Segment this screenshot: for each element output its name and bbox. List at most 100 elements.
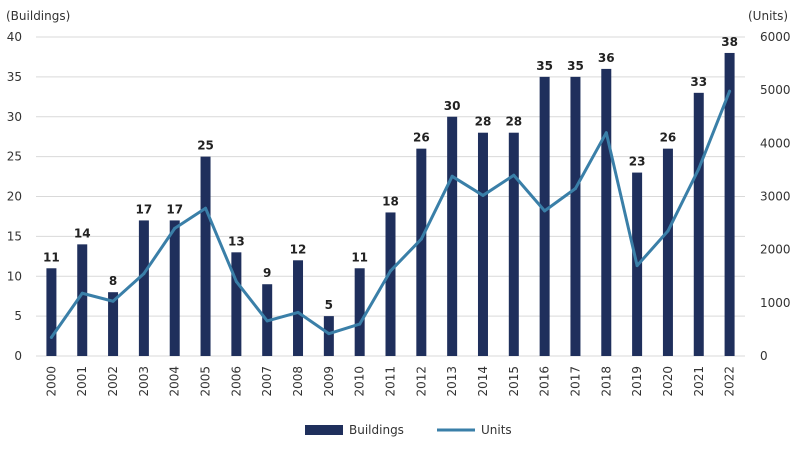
point-units-2010 xyxy=(358,322,362,326)
x-tick-label-2022: 2022 xyxy=(723,366,737,397)
data-label-buildings-2022: 38 xyxy=(721,35,738,49)
left-tick-label: 10 xyxy=(7,269,22,283)
x-tick-label-2020: 2020 xyxy=(661,366,675,397)
point-units-2022 xyxy=(728,89,732,93)
legend-label-units: Units xyxy=(481,423,512,437)
x-tick-label-2002: 2002 xyxy=(106,366,120,397)
data-label-buildings-2005: 25 xyxy=(197,139,214,153)
data-label-buildings-2021: 33 xyxy=(690,75,707,89)
point-units-2009 xyxy=(327,332,331,336)
x-tick-label-2016: 2016 xyxy=(538,366,552,397)
point-units-2003 xyxy=(142,272,146,276)
legend-swatch-buildings xyxy=(305,425,343,435)
left-tick-label: 30 xyxy=(7,110,22,124)
x-tick-label-2017: 2017 xyxy=(568,366,582,397)
left-axis-label: (Buildings) xyxy=(6,9,70,23)
data-label-buildings-2018: 36 xyxy=(598,51,615,65)
point-units-2019 xyxy=(635,264,639,268)
right-tick-label: 3000 xyxy=(760,190,791,204)
point-units-2021 xyxy=(697,167,701,171)
bar-buildings-2018 xyxy=(601,68,612,357)
x-tick-label-2011: 2011 xyxy=(384,366,398,397)
point-units-2008 xyxy=(296,310,300,314)
point-units-2016 xyxy=(543,209,547,213)
x-tick-label-2019: 2019 xyxy=(630,366,644,397)
data-label-buildings-2020: 26 xyxy=(660,131,677,145)
data-label-buildings-2015: 28 xyxy=(505,115,522,129)
bar-buildings-2003 xyxy=(138,220,149,356)
bar-buildings-2021 xyxy=(693,92,704,356)
bar-buildings-2015 xyxy=(508,132,519,356)
bar-buildings-2020 xyxy=(662,148,673,356)
x-tick-label-2010: 2010 xyxy=(353,366,367,397)
point-units-2014 xyxy=(481,193,485,197)
x-tick-label-2000: 2000 xyxy=(44,366,58,397)
x-tick-label-2015: 2015 xyxy=(507,366,521,397)
right-tick-label: 5000 xyxy=(760,83,791,97)
point-units-2018 xyxy=(604,131,608,135)
bar-buildings-2000 xyxy=(46,268,57,356)
x-tick-label-2003: 2003 xyxy=(137,366,151,397)
bar-buildings-2011 xyxy=(385,212,396,356)
data-label-buildings-2013: 30 xyxy=(444,99,461,113)
x-tick-label-2006: 2006 xyxy=(229,366,243,397)
point-units-2007 xyxy=(265,319,269,323)
point-units-2004 xyxy=(173,226,177,230)
right-tick-label: 6000 xyxy=(760,30,791,44)
point-units-2000 xyxy=(49,335,53,339)
bar-buildings-2004 xyxy=(169,220,180,356)
left-tick-label: 5 xyxy=(14,309,22,323)
point-units-2015 xyxy=(512,173,516,177)
bar-buildings-2016 xyxy=(539,76,550,356)
x-tick-label-2004: 2004 xyxy=(168,366,182,397)
point-units-2011 xyxy=(389,269,392,273)
data-label-buildings-2008: 12 xyxy=(290,242,307,256)
point-units-2005 xyxy=(204,206,208,210)
bar-buildings-2008 xyxy=(293,260,304,356)
x-tick-label-2008: 2008 xyxy=(291,366,305,397)
grid-layer xyxy=(36,36,745,357)
bar-buildings-2006 xyxy=(231,252,242,356)
data-label-buildings-2003: 17 xyxy=(136,202,153,216)
data-label-buildings-2002: 8 xyxy=(109,274,117,288)
data-label-buildings-2000: 11 xyxy=(43,250,60,264)
data-label-buildings-2017: 35 xyxy=(567,59,584,73)
line-layer xyxy=(49,89,732,339)
right-tick-label: 4000 xyxy=(760,136,791,150)
x-tick-label-2009: 2009 xyxy=(322,366,336,397)
x-tick-label-2012: 2012 xyxy=(414,366,428,397)
right-tick-label: 0 xyxy=(760,349,768,363)
data-label-buildings-2006: 13 xyxy=(228,234,245,248)
point-units-2006 xyxy=(234,280,238,284)
data-label-buildings-2010: 11 xyxy=(351,250,368,264)
x-tick-label-2021: 2021 xyxy=(692,366,706,397)
x-tick-label-2013: 2013 xyxy=(445,366,459,397)
left-tick-label: 35 xyxy=(7,70,22,84)
bar-buildings-2009 xyxy=(323,316,334,356)
right-axis-label: (Units) xyxy=(748,9,788,23)
bar-buildings-2002 xyxy=(108,292,119,356)
point-units-2013 xyxy=(450,174,454,178)
left-tick-label: 0 xyxy=(14,349,22,363)
data-label-buildings-2007: 9 xyxy=(263,266,271,280)
bar-buildings-2022 xyxy=(724,52,735,356)
x-tick-label-2007: 2007 xyxy=(260,366,274,397)
left-tick-label: 25 xyxy=(7,150,22,164)
data-label-buildings-2011: 18 xyxy=(382,194,399,208)
data-label-buildings-2001: 14 xyxy=(74,226,91,240)
data-label-buildings-2004: 17 xyxy=(166,202,183,216)
bar-buildings-2001 xyxy=(77,244,88,356)
x-tick-label-2001: 2001 xyxy=(75,366,89,397)
x-tick-label-2014: 2014 xyxy=(476,366,490,397)
x-tick-label-2018: 2018 xyxy=(599,366,613,397)
right-tick-label: 1000 xyxy=(760,296,791,310)
data-label-buildings-2009: 5 xyxy=(325,298,333,312)
point-units-2017 xyxy=(573,187,577,191)
bars-layer xyxy=(46,52,735,357)
x-tick-label-2005: 2005 xyxy=(199,366,213,397)
point-units-2001 xyxy=(80,291,84,295)
point-units-2002 xyxy=(111,299,115,303)
data-label-buildings-2016: 35 xyxy=(536,59,553,73)
